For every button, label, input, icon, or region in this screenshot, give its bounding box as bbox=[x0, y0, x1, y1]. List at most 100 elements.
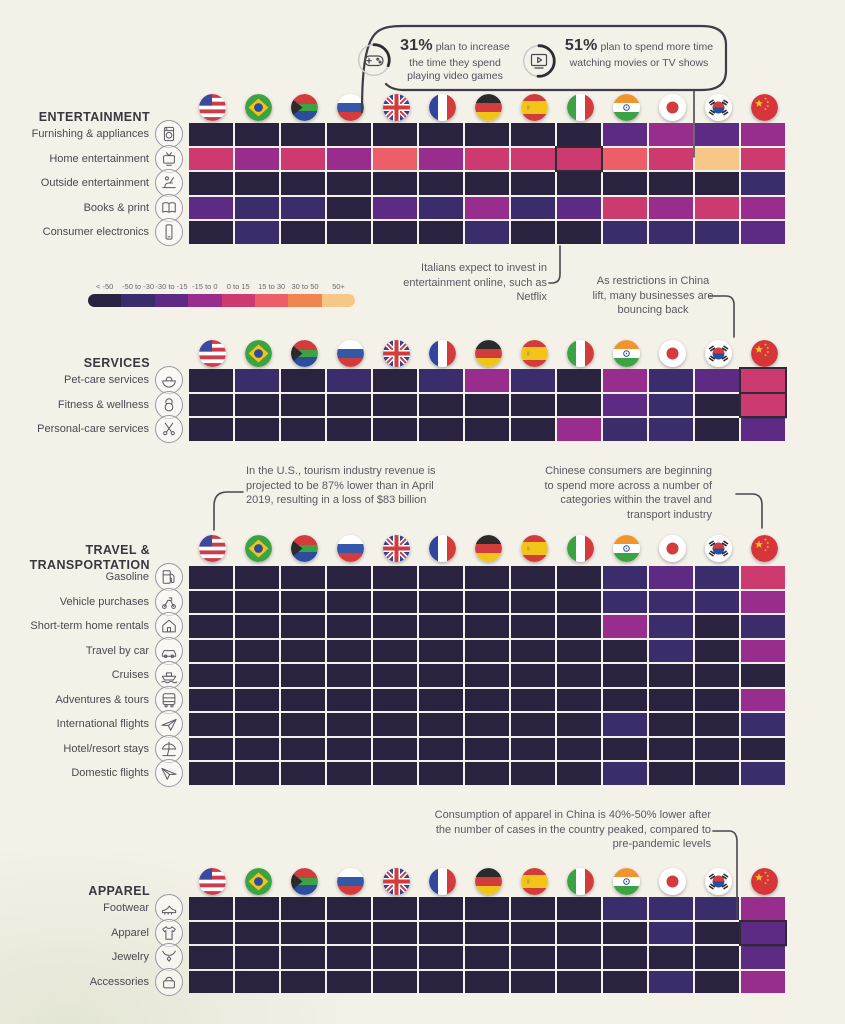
heatmap-cell bbox=[603, 196, 647, 219]
heatmap-cell bbox=[235, 615, 279, 638]
heatmap-cell bbox=[649, 418, 693, 441]
flag-column-gb bbox=[373, 92, 419, 122]
flag-column-es bbox=[511, 533, 557, 563]
flag-column-br bbox=[235, 92, 281, 122]
heatmap-cell bbox=[235, 664, 279, 687]
heatmap-cell bbox=[281, 590, 325, 613]
heatmap-cell bbox=[235, 639, 279, 662]
flag-header-row bbox=[189, 92, 787, 122]
heatmap-cell bbox=[235, 590, 279, 613]
heatmap-cell bbox=[603, 688, 647, 711]
heatmap-cell bbox=[189, 921, 233, 944]
heatmap-cell bbox=[557, 664, 601, 687]
heatmap-cell bbox=[235, 393, 279, 416]
heatmap-cell bbox=[235, 369, 279, 392]
row-label: Pet-care services bbox=[64, 374, 149, 387]
flag-in-icon bbox=[612, 534, 640, 562]
legend-swatch bbox=[321, 294, 356, 307]
heatmap-cell bbox=[557, 123, 601, 146]
heatmap-cell bbox=[603, 664, 647, 687]
flag-br-icon bbox=[244, 93, 272, 121]
row-label: International flights bbox=[56, 718, 149, 731]
jewelry-icon bbox=[151, 943, 187, 972]
heatmap-cell bbox=[235, 147, 279, 170]
row-label: Consumer electronics bbox=[42, 226, 149, 239]
row-label: Personal-care services bbox=[37, 423, 149, 436]
heatmap-cell bbox=[511, 615, 555, 638]
smartphone-icon bbox=[155, 218, 183, 247]
personal-care-icon bbox=[155, 415, 183, 444]
heatmap-cell bbox=[649, 688, 693, 711]
scooter-icon bbox=[155, 587, 183, 616]
heatmap-cell bbox=[695, 897, 739, 920]
heatmap-cell bbox=[373, 221, 417, 244]
flag-column-jp bbox=[649, 866, 695, 896]
heatmap-cell bbox=[281, 713, 325, 736]
section-title: ENTERTAINMENT bbox=[38, 109, 150, 124]
legend-label: < -50 bbox=[96, 282, 114, 291]
heatmap-cell bbox=[419, 418, 463, 441]
heatmap-cell bbox=[465, 897, 509, 920]
flag-de-icon bbox=[474, 867, 502, 895]
heatmap-cell bbox=[189, 897, 233, 920]
row-label: Jewelry bbox=[111, 951, 149, 964]
flag-column-es bbox=[511, 92, 557, 122]
heatmap-cell bbox=[695, 590, 739, 613]
flag-column-kr bbox=[695, 338, 741, 368]
heatmap-cell bbox=[327, 762, 371, 785]
heatmap-cell bbox=[373, 147, 417, 170]
heatmap-cell bbox=[465, 688, 509, 711]
heatmap-cell bbox=[557, 688, 601, 711]
book-icon bbox=[151, 193, 187, 222]
row-label: Furnishing & appliances bbox=[31, 128, 149, 141]
heatmap-cell bbox=[281, 897, 325, 920]
heatmap-cell bbox=[373, 196, 417, 219]
annotation-us-tourism: In the U.S., tourism industry revenue is… bbox=[246, 465, 436, 507]
heatmap-cell bbox=[189, 196, 233, 219]
flag-cn-icon bbox=[750, 93, 778, 121]
plane-alt-icon bbox=[151, 759, 187, 788]
flag-column-ru bbox=[327, 866, 373, 896]
heatmap-cell bbox=[327, 970, 371, 993]
flag-es-icon bbox=[520, 867, 548, 895]
heatmap-cell bbox=[557, 946, 601, 969]
heatmap-cell bbox=[235, 172, 279, 195]
heatmap-cell bbox=[465, 196, 509, 219]
heatmap-cell bbox=[695, 393, 739, 416]
heatmap-cell bbox=[189, 393, 233, 416]
flag-jp-icon bbox=[658, 534, 686, 562]
heatmap-grid: Pet-care services Fitness & wellness Perso… bbox=[3, 366, 787, 444]
legend-label: 50+ bbox=[332, 282, 345, 291]
heatmap-cell bbox=[511, 664, 555, 687]
legend-swatch bbox=[121, 294, 155, 307]
heatmap-cell bbox=[327, 196, 371, 219]
flag-de-icon bbox=[474, 534, 502, 562]
washing-machine-icon bbox=[151, 120, 187, 149]
row-label: Gasoline bbox=[105, 571, 149, 584]
heatmap-cell bbox=[649, 369, 693, 392]
legend-swatch bbox=[154, 294, 189, 307]
heatmap-grid: Gasoline Vehicle purchases Short-term home… bbox=[3, 563, 785, 788]
heatmap-cell bbox=[603, 172, 647, 195]
connector-italy-netflix bbox=[548, 245, 561, 284]
flag-fr-icon bbox=[428, 534, 456, 562]
heatmap-cell bbox=[281, 664, 325, 687]
heatmap-cell bbox=[511, 921, 555, 944]
flag-de-icon bbox=[474, 93, 502, 121]
heatmap-cell bbox=[327, 147, 371, 170]
flag-de-icon bbox=[474, 339, 502, 367]
heatmap-cell bbox=[373, 664, 417, 687]
flag-column-br bbox=[235, 338, 281, 368]
heatmap-cell bbox=[555, 145, 603, 172]
heatmap-cell bbox=[695, 418, 739, 441]
gamepad-icon bbox=[357, 43, 391, 77]
heatmap-cell bbox=[327, 172, 371, 195]
heatmap-cell bbox=[603, 590, 647, 613]
row-label: Footwear bbox=[103, 902, 149, 915]
flag-kr-icon bbox=[704, 339, 732, 367]
heatmap-cell bbox=[511, 369, 555, 392]
flag-fr-icon bbox=[428, 339, 456, 367]
heatmap-cell bbox=[649, 897, 693, 920]
legend-item: -30 to -15 bbox=[154, 282, 189, 307]
heatmap-cell bbox=[373, 566, 417, 589]
